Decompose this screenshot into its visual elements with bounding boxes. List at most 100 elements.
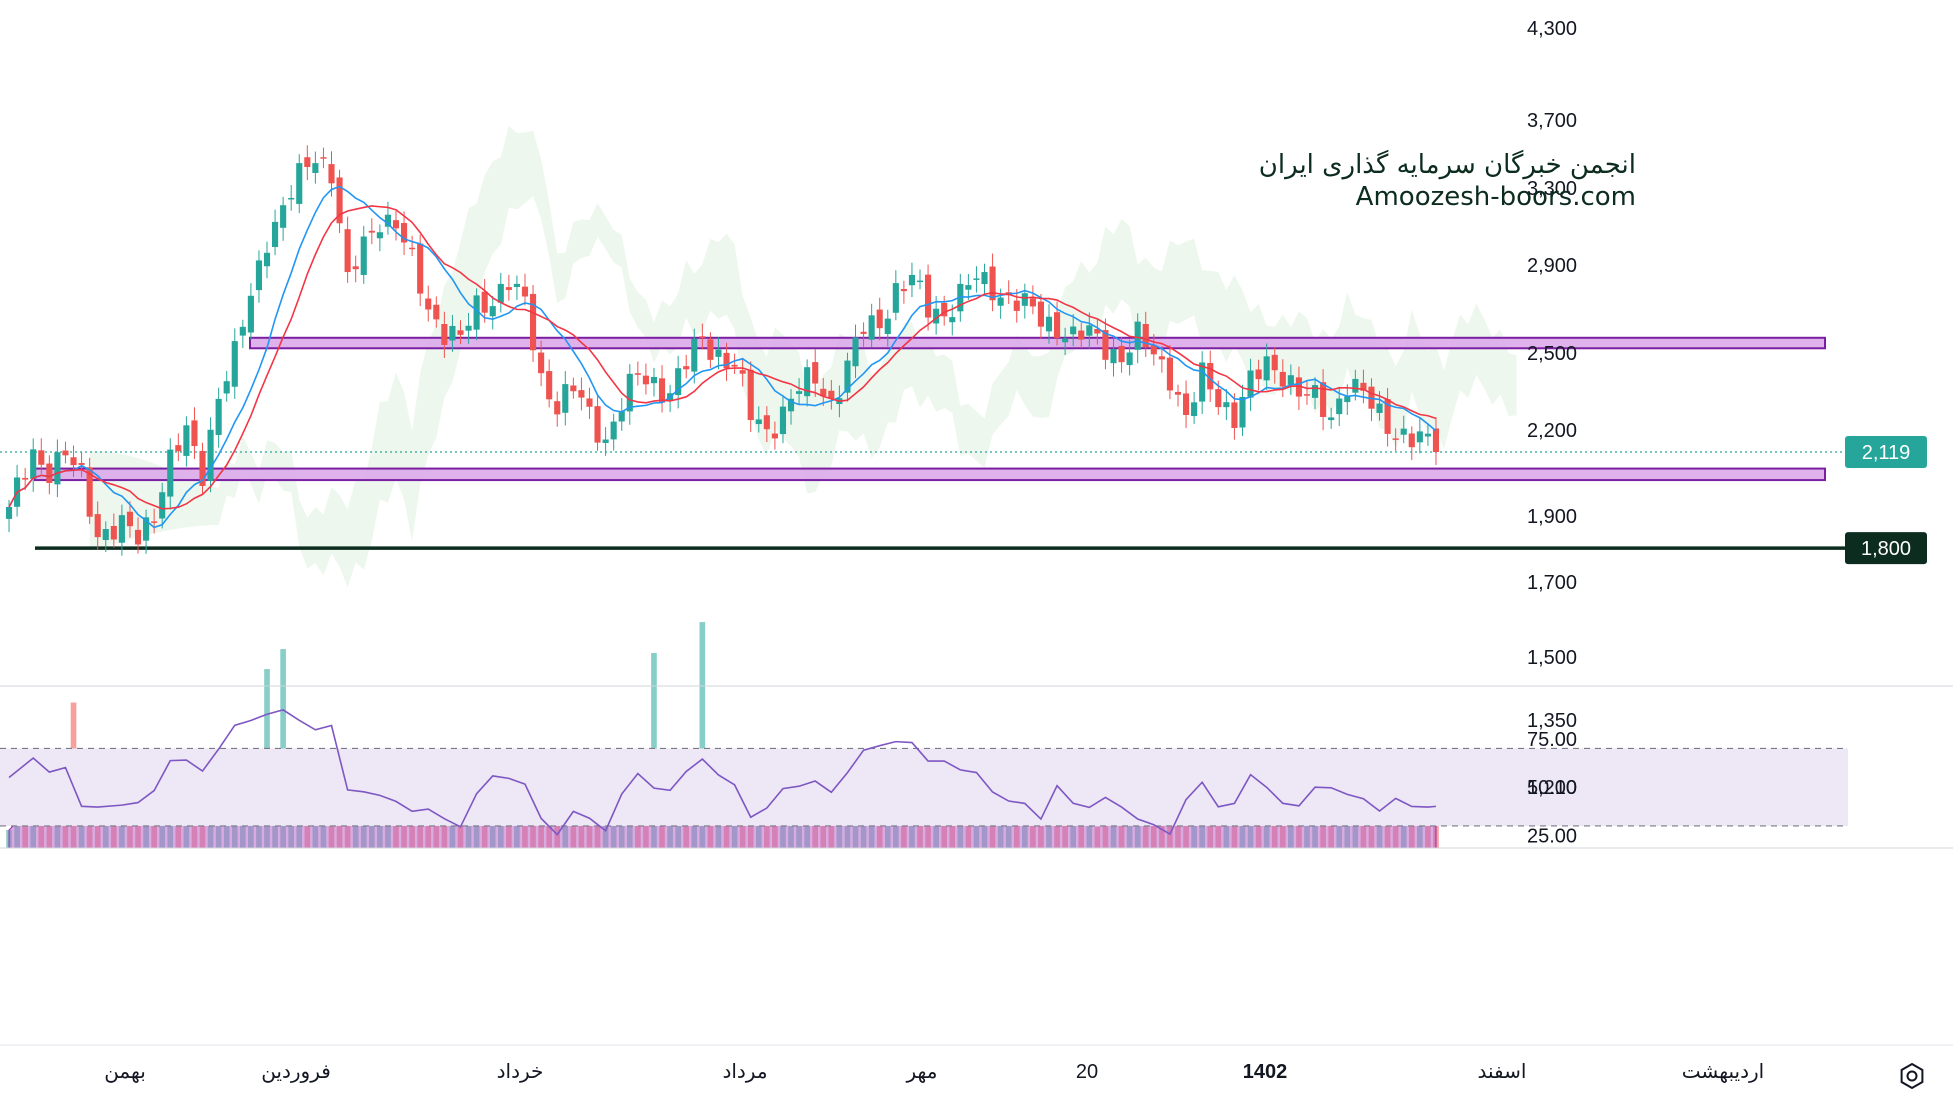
candle-body bbox=[441, 323, 448, 345]
candle-body bbox=[1166, 357, 1173, 391]
candle-body bbox=[110, 525, 117, 540]
candle-body bbox=[1368, 386, 1375, 409]
candle-body bbox=[973, 278, 980, 280]
candle-body bbox=[1376, 403, 1383, 413]
candle-body bbox=[828, 390, 835, 399]
rsi-tick-label: 75.00 bbox=[1527, 729, 1577, 751]
candle-body bbox=[634, 373, 641, 375]
price-tick-label: 2,900 bbox=[1527, 255, 1577, 277]
candle-body bbox=[505, 287, 512, 290]
candle-body bbox=[183, 425, 190, 456]
candle-body bbox=[223, 381, 230, 394]
candle-body bbox=[1352, 378, 1359, 393]
candle-body bbox=[392, 220, 400, 229]
candle-body bbox=[1400, 428, 1407, 435]
candle-body bbox=[602, 439, 609, 443]
candle-body bbox=[207, 429, 214, 481]
candle-body bbox=[1062, 338, 1069, 343]
candle-body bbox=[344, 229, 351, 273]
candle-body bbox=[199, 450, 206, 486]
candle-body bbox=[1287, 375, 1294, 385]
candle-body bbox=[336, 177, 343, 224]
candle-body bbox=[1094, 329, 1101, 334]
price-candles bbox=[5, 145, 1440, 556]
candle-body bbox=[376, 232, 383, 239]
candle-body bbox=[1247, 370, 1254, 398]
candle-body bbox=[272, 221, 279, 247]
candle-body bbox=[1102, 330, 1109, 360]
candle-body bbox=[312, 163, 319, 173]
candle-body bbox=[1110, 348, 1117, 364]
candle-body bbox=[763, 415, 770, 430]
candle-body bbox=[787, 398, 795, 412]
price-tick-label: 3,300 bbox=[1527, 178, 1577, 200]
candle-body bbox=[457, 330, 464, 335]
candle-body bbox=[1320, 382, 1327, 417]
settings-gear-icon[interactable] bbox=[1900, 1062, 1924, 1090]
candle-body bbox=[1223, 402, 1230, 408]
moving-averages bbox=[8, 185, 1437, 529]
candle-body bbox=[650, 376, 658, 384]
rsi-pane bbox=[0, 685, 1953, 836]
price-tick-label: 1,500 bbox=[1527, 647, 1577, 669]
candle-body bbox=[683, 366, 690, 370]
candle-body bbox=[691, 338, 698, 372]
candle-body bbox=[739, 370, 746, 374]
candle-body bbox=[1150, 345, 1157, 355]
candle-body bbox=[5, 507, 13, 519]
candle-body bbox=[62, 450, 69, 456]
candle-body bbox=[231, 341, 238, 387]
candle-body bbox=[731, 364, 738, 367]
candle-body bbox=[521, 286, 529, 297]
time-axis-label: 20 bbox=[1076, 1061, 1098, 1083]
candle-body bbox=[1191, 402, 1198, 417]
candle-body bbox=[570, 385, 577, 392]
candle-body bbox=[715, 349, 722, 357]
candle-body bbox=[755, 419, 762, 425]
candle-body bbox=[820, 388, 827, 397]
candle-body bbox=[191, 420, 198, 447]
candle-body bbox=[965, 285, 972, 290]
candle-body bbox=[699, 336, 706, 338]
candle-body bbox=[1029, 298, 1036, 307]
candle-body bbox=[1239, 396, 1246, 428]
candle-body bbox=[239, 326, 246, 336]
candle-body bbox=[151, 521, 158, 523]
candle-body bbox=[1013, 300, 1020, 311]
candle-body bbox=[1174, 391, 1182, 395]
candle-body bbox=[46, 463, 53, 483]
watermark-url: Amoozesh-boors.com bbox=[1355, 182, 1636, 212]
candle-body bbox=[723, 352, 730, 369]
candle-body bbox=[618, 411, 625, 422]
candle-body bbox=[94, 514, 101, 538]
candle-body bbox=[860, 331, 867, 334]
candle-body bbox=[167, 449, 174, 497]
candle-body bbox=[747, 369, 754, 421]
candle-body bbox=[981, 272, 988, 285]
candle-body bbox=[70, 457, 77, 466]
candle-body bbox=[1070, 326, 1077, 335]
price-tick-label: 2,500 bbox=[1527, 343, 1577, 365]
candle-body bbox=[796, 391, 803, 394]
candle-body bbox=[1021, 293, 1028, 306]
candle-body bbox=[481, 291, 488, 313]
candle-body bbox=[658, 378, 666, 403]
watermark-title: انجمن خبرگان سرمایه گذاری ایران bbox=[1258, 150, 1636, 180]
candle-body bbox=[126, 511, 134, 527]
candle-body bbox=[900, 289, 907, 292]
candle-body bbox=[296, 163, 303, 204]
gear-outline bbox=[1900, 1062, 1924, 1090]
candle-body bbox=[892, 283, 899, 313]
candle-body bbox=[513, 283, 520, 287]
price-tick-label: 4,300 bbox=[1527, 18, 1577, 40]
candle-body bbox=[1037, 301, 1045, 327]
candle-body bbox=[916, 280, 924, 283]
candle-body bbox=[1118, 345, 1125, 363]
candle-body bbox=[118, 515, 125, 543]
candle-body bbox=[594, 406, 601, 443]
candle-body bbox=[1344, 396, 1351, 403]
candle-body bbox=[1263, 356, 1270, 381]
